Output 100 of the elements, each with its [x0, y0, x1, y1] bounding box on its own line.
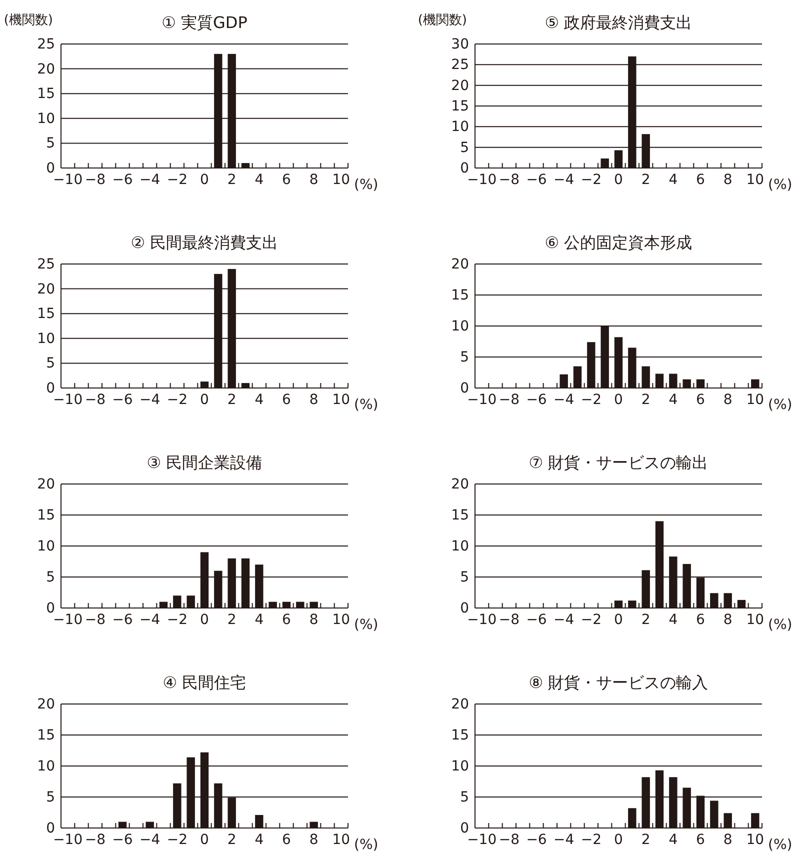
y-tick-label: 0 — [460, 600, 469, 616]
x-tick-label: 8 — [309, 392, 318, 408]
x-tick-label: 0 — [614, 832, 623, 848]
y-axis-title: (機関数) — [418, 13, 467, 28]
y-tick-label: 30 — [451, 36, 469, 52]
y-tick-label: 5 — [460, 349, 469, 366]
y-tick-label: 10 — [37, 330, 55, 347]
y-tick-label: 10 — [37, 758, 55, 774]
y-tick-label: 0 — [460, 160, 469, 176]
x-tick-label: −10 — [467, 172, 497, 188]
x-tick-label: −6 — [526, 172, 547, 188]
bar — [642, 366, 650, 388]
y-tick-label: 10 — [451, 318, 469, 334]
x-axis-title: (%) — [768, 837, 792, 853]
bar — [310, 822, 318, 828]
x-tick-label: 6 — [282, 392, 292, 408]
x-tick-label: 6 — [696, 172, 706, 188]
bar — [614, 600, 623, 608]
bar — [724, 813, 732, 828]
x-tick-label: 0 — [200, 612, 209, 628]
x-tick-label: −4 — [140, 392, 160, 408]
x-tick-label: 2 — [227, 612, 236, 628]
bar — [710, 593, 718, 608]
x-tick-label: 2 — [641, 832, 650, 848]
x-axis-title: (%) — [768, 177, 792, 193]
y-tick-label: 0 — [46, 380, 55, 396]
y-tick-label: 5 — [46, 789, 55, 806]
x-tick-label: −6 — [112, 832, 133, 848]
x-tick-label: −6 — [526, 832, 547, 848]
chart-title: ② 民間最終消費支出 — [130, 233, 278, 252]
x-tick-label: −2 — [580, 392, 602, 408]
bar — [560, 374, 568, 388]
x-tick-label: 4 — [254, 832, 264, 848]
y-tick-label: 15 — [37, 507, 55, 524]
x-tick-label: −4 — [140, 612, 160, 628]
x-tick-label: 0 — [200, 392, 209, 408]
bar — [573, 366, 582, 388]
x-tick-label: 0 — [614, 392, 623, 408]
y-tick-label: 25 — [451, 57, 469, 74]
x-tick-label: −2 — [580, 612, 602, 628]
bar — [200, 382, 209, 388]
x-tick-label: −8 — [498, 172, 520, 188]
y-tick-label: 5 — [46, 136, 55, 152]
bar — [614, 150, 623, 168]
x-tick-label: 10 — [332, 392, 350, 408]
bar — [669, 374, 678, 388]
bar — [696, 379, 705, 388]
bar — [600, 158, 609, 168]
bar — [724, 593, 732, 608]
y-tick-label: 15 — [37, 86, 55, 102]
y-tick-label: 20 — [451, 256, 469, 272]
x-tick-label: 2 — [641, 172, 650, 188]
x-axis-title: (%) — [354, 617, 378, 633]
x-tick-label: 6 — [282, 172, 292, 188]
x-tick-label: −8 — [84, 832, 106, 848]
x-tick-label: −6 — [112, 172, 133, 188]
x-tick-label: −10 — [467, 392, 497, 408]
x-tick-label: −10 — [53, 172, 83, 188]
x-tick-label: −10 — [467, 612, 497, 628]
y-tick-label: 5 — [460, 789, 469, 806]
y-tick-label: 15 — [451, 727, 469, 744]
y-tick-label: 20 — [37, 696, 55, 712]
bar — [296, 602, 304, 608]
y-tick-label: 15 — [37, 306, 55, 322]
x-tick-label: 4 — [668, 392, 678, 408]
x-tick-label: 0 — [200, 832, 209, 848]
x-tick-label: 2 — [227, 832, 236, 848]
x-tick-label: −8 — [498, 612, 520, 628]
x-tick-label: 4 — [254, 392, 264, 408]
x-axis-title: (%) — [768, 397, 792, 413]
x-tick-label: −4 — [554, 832, 574, 848]
bar — [255, 814, 264, 828]
x-tick-label: 4 — [668, 832, 678, 848]
y-tick-label: 5 — [46, 569, 55, 586]
y-tick-label: 20 — [37, 61, 55, 78]
bar — [751, 813, 760, 828]
y-tick-label: 20 — [451, 696, 469, 712]
x-tick-label: 6 — [696, 832, 706, 848]
x-tick-label: 8 — [309, 172, 318, 188]
x-tick-label: −6 — [112, 612, 133, 628]
y-tick-label: 15 — [451, 287, 469, 304]
bar — [186, 596, 195, 608]
x-tick-label: 0 — [614, 172, 623, 188]
y-tick-label: 20 — [451, 78, 469, 94]
bar — [628, 600, 636, 608]
y-tick-label: 0 — [460, 820, 469, 836]
x-tick-label: −6 — [526, 612, 547, 628]
bar — [751, 379, 760, 388]
y-tick-label: 0 — [46, 160, 55, 176]
x-tick-label: −6 — [112, 392, 133, 408]
y-tick-label: 10 — [37, 538, 55, 554]
x-tick-label: −6 — [526, 392, 547, 408]
bar — [310, 602, 318, 608]
x-tick-label: 10 — [332, 612, 350, 628]
chart-title: ④ 民間住宅 — [162, 673, 246, 692]
x-tick-label: 0 — [200, 172, 209, 188]
chart-title: ① 実質GDP — [162, 13, 248, 32]
x-tick-label: 2 — [227, 392, 236, 408]
chart-title: ⑧ 財貨・サービスの輸入 — [528, 673, 708, 692]
x-tick-label: 4 — [254, 172, 264, 188]
